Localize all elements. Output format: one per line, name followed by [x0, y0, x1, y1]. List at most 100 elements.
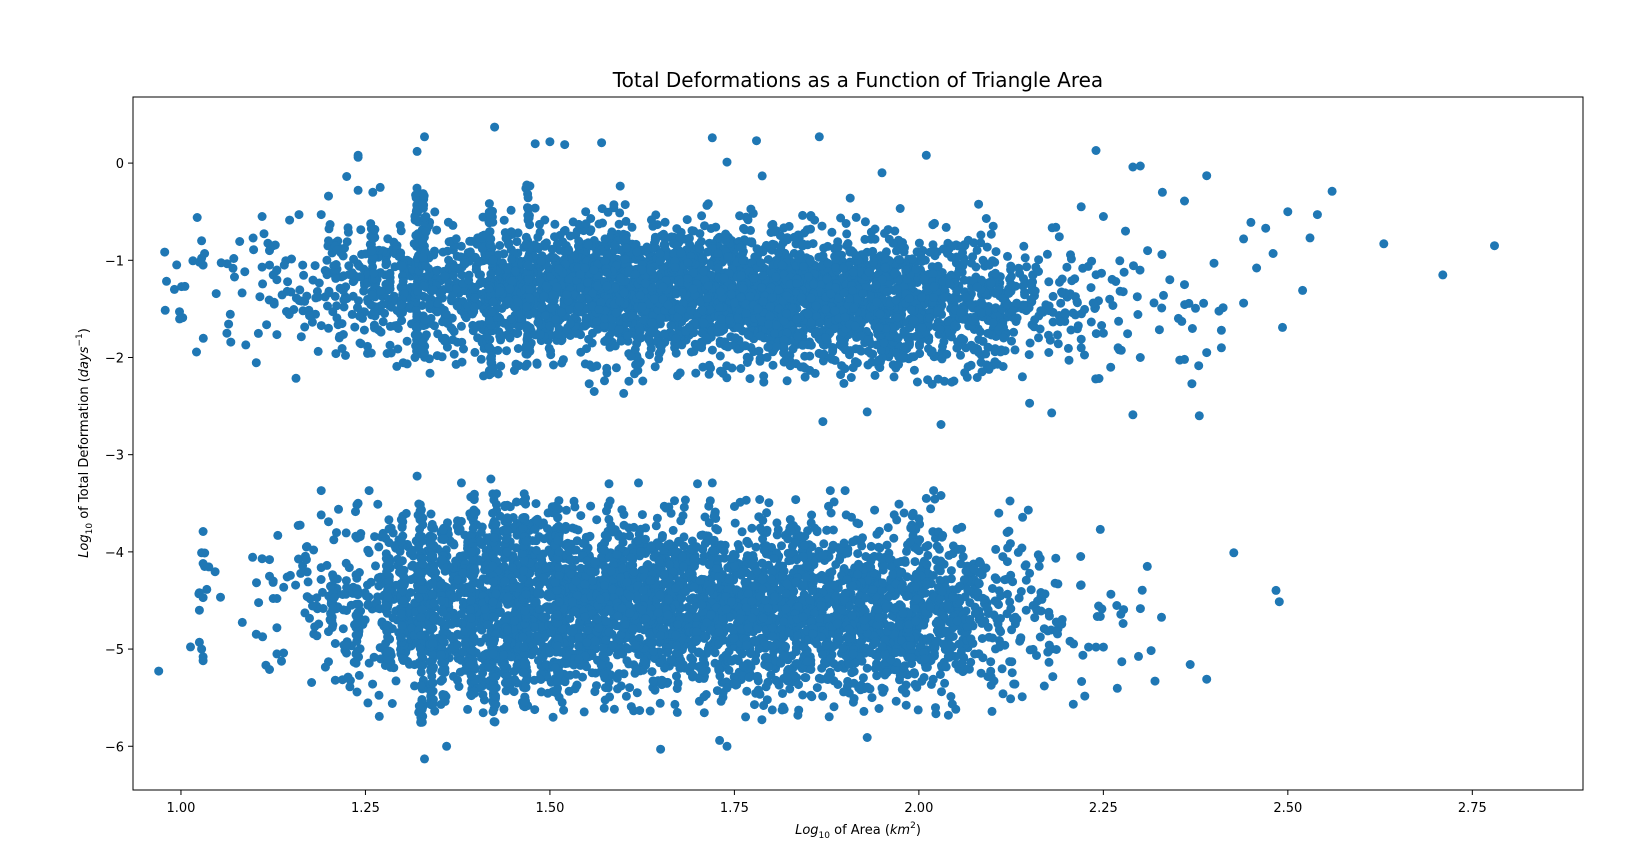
data-point: [315, 279, 324, 288]
data-point: [754, 246, 763, 255]
data-point: [764, 320, 773, 329]
data-point: [705, 361, 714, 370]
data-point: [636, 291, 645, 300]
data-point: [876, 310, 885, 319]
data-point: [704, 281, 713, 290]
data-point: [738, 284, 747, 293]
data-point: [976, 327, 985, 336]
data-point: [1120, 268, 1129, 277]
data-point: [297, 332, 306, 341]
data-point: [1096, 525, 1105, 534]
data-point: [894, 333, 903, 342]
data-point: [683, 215, 692, 224]
data-point: [703, 248, 712, 257]
data-point: [847, 373, 856, 382]
data-point: [550, 220, 559, 229]
data-point: [957, 523, 966, 532]
data-point: [1036, 633, 1045, 642]
data-point: [982, 360, 991, 369]
data-point: [1272, 586, 1281, 595]
data-point: [602, 268, 611, 277]
data-point: [947, 378, 956, 387]
data-point: [982, 214, 991, 223]
data-point: [737, 271, 746, 280]
data-point: [951, 321, 960, 330]
data-point: [1048, 223, 1057, 232]
data-point: [925, 314, 934, 323]
data-point: [818, 692, 827, 701]
data-point: [661, 234, 670, 243]
data-point: [651, 362, 660, 371]
data-point: [212, 289, 221, 298]
data-point: [704, 199, 713, 208]
data-point: [736, 243, 745, 252]
data-point: [548, 291, 557, 300]
data-point: [1150, 298, 1159, 307]
data-point: [954, 268, 963, 277]
data-point: [260, 229, 269, 238]
data-point: [685, 323, 694, 332]
data-point: [1028, 271, 1037, 280]
data-point: [175, 314, 184, 323]
data-point: [1035, 562, 1044, 571]
data-point: [938, 342, 947, 351]
data-point: [920, 275, 929, 284]
data-point: [1025, 350, 1034, 359]
data-point: [890, 372, 899, 381]
data-point: [765, 312, 774, 321]
data-point: [956, 308, 965, 317]
data-point: [826, 353, 835, 362]
data-point: [849, 363, 858, 372]
data-point: [1009, 328, 1018, 337]
data-point: [672, 224, 681, 233]
data-point: [738, 256, 747, 265]
data-point: [380, 309, 389, 318]
data-point: [450, 263, 459, 272]
data-point: [356, 272, 365, 281]
data-point: [821, 333, 830, 342]
data-point: [1034, 333, 1043, 342]
data-point: [622, 244, 631, 253]
data-point: [1027, 585, 1036, 594]
data-point: [647, 267, 656, 276]
data-point: [1064, 344, 1073, 353]
data-point: [226, 310, 235, 319]
data-point: [226, 338, 235, 347]
data-point: [537, 257, 546, 266]
data-point: [1073, 298, 1082, 307]
data-point: [615, 297, 624, 306]
data-point: [546, 350, 555, 359]
data-point: [735, 211, 744, 220]
data-point: [638, 377, 647, 386]
data-point: [938, 354, 947, 363]
data-point: [691, 369, 700, 378]
data-point: [602, 364, 611, 373]
data-point: [589, 266, 598, 275]
data-point: [849, 268, 858, 277]
data-point: [581, 359, 590, 368]
data-point: [651, 236, 660, 245]
data-point: [462, 313, 471, 322]
data-point: [881, 263, 890, 272]
data-point: [841, 313, 850, 322]
data-point: [449, 271, 458, 280]
data-point: [977, 309, 986, 318]
data-point: [940, 293, 949, 302]
data-point: [697, 211, 706, 220]
data-point: [730, 298, 739, 307]
data-point: [725, 316, 734, 325]
data-point: [1017, 587, 1026, 596]
data-point: [287, 288, 296, 297]
data-point: [958, 248, 967, 257]
data-point: [1087, 283, 1096, 292]
data-point: [858, 289, 867, 298]
data-point: [794, 254, 803, 263]
data-point: [616, 273, 625, 282]
data-point: [933, 307, 942, 316]
data-point: [776, 243, 785, 252]
data-point: [664, 301, 673, 310]
data-point: [823, 259, 832, 268]
data-point: [846, 194, 855, 203]
data-point: [758, 271, 767, 280]
data-point: [265, 296, 274, 305]
